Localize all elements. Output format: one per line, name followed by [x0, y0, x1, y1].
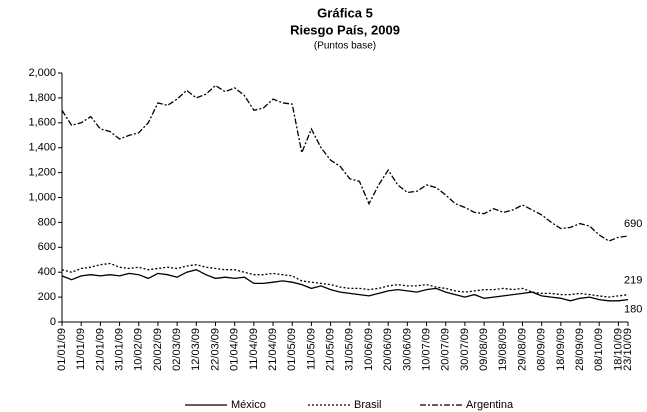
legend-label: México — [231, 399, 266, 411]
x-tick-label: 01/01/09 — [56, 328, 68, 371]
y-tick-label: 1,600 — [28, 117, 56, 129]
x-tick-label: 20/06/09 — [382, 328, 394, 371]
x-tick-label: 30/06/09 — [401, 328, 413, 371]
legend-label: Argentina — [466, 399, 514, 411]
x-tick-label: 11/01/09 — [75, 328, 87, 370]
x-tick-label: 23/10/09 — [622, 328, 634, 371]
y-tick-label: 200 — [38, 291, 56, 303]
x-tick-label: 11/05/09 — [305, 328, 317, 370]
end-label: 180 — [624, 303, 642, 315]
axis-note: (Puntos base) — [314, 41, 376, 52]
chart-subtitle: Riesgo País, 2009 — [290, 22, 400, 37]
y-tick-label: 1,800 — [28, 92, 56, 104]
x-tick-label: 29/08/09 — [516, 328, 528, 371]
x-tick-label: 21/01/09 — [94, 328, 106, 371]
x-tick-label: 18/09/09 — [555, 328, 567, 371]
y-tick-label: 1,200 — [28, 167, 56, 179]
x-tick-label: 19/08/09 — [497, 328, 509, 371]
x-tick-label: 21/04/09 — [267, 328, 279, 371]
series-line — [61, 269, 629, 302]
x-tick-label: 09/08/09 — [478, 328, 490, 371]
y-tick-label: 0 — [50, 316, 56, 328]
series-line — [61, 262, 629, 298]
x-tick-label: 20/07/09 — [440, 328, 452, 371]
x-tick-label: 20/02/09 — [152, 328, 164, 371]
y-tick-label: 1,400 — [28, 142, 56, 154]
x-tick-label: 10/02/09 — [133, 328, 145, 371]
x-tick-label: 31/01/09 — [113, 328, 125, 371]
x-tick-label: 10/06/09 — [363, 328, 375, 371]
x-tick-label: 12/03/09 — [190, 328, 202, 371]
x-tick-label: 08/09/09 — [536, 328, 548, 371]
x-tick-label: 28/09/09 — [574, 328, 586, 371]
x-tick-label: 08/10/09 — [593, 328, 605, 371]
y-tick-label: 800 — [38, 216, 56, 228]
x-tick-label: 02/03/09 — [171, 328, 183, 371]
end-label: 690 — [624, 218, 642, 230]
y-tick-label: 2,000 — [28, 67, 56, 79]
y-tick-label: 1,000 — [28, 191, 56, 203]
x-tick-label: 01/04/09 — [229, 328, 241, 371]
x-tick-label: 18/10/09 — [612, 328, 624, 371]
x-tick-label: 30/07/09 — [459, 328, 471, 371]
x-tick-label: 22/03/09 — [209, 328, 221, 371]
end-label: 219 — [624, 275, 642, 287]
x-tick-label: 11/04/09 — [248, 328, 260, 370]
chart-title: Gráfica 5 — [317, 5, 373, 20]
y-tick-label: 600 — [38, 241, 56, 253]
x-tick-label: 01/05/09 — [286, 328, 298, 371]
x-tick-label: 21/05/09 — [325, 328, 337, 371]
x-tick-label: 31/05/09 — [344, 328, 356, 371]
y-tick-label: 400 — [38, 266, 56, 278]
legend-label: Brasil — [354, 399, 382, 411]
x-tick-label: 10/07/09 — [420, 328, 432, 371]
series-line — [61, 84, 629, 242]
